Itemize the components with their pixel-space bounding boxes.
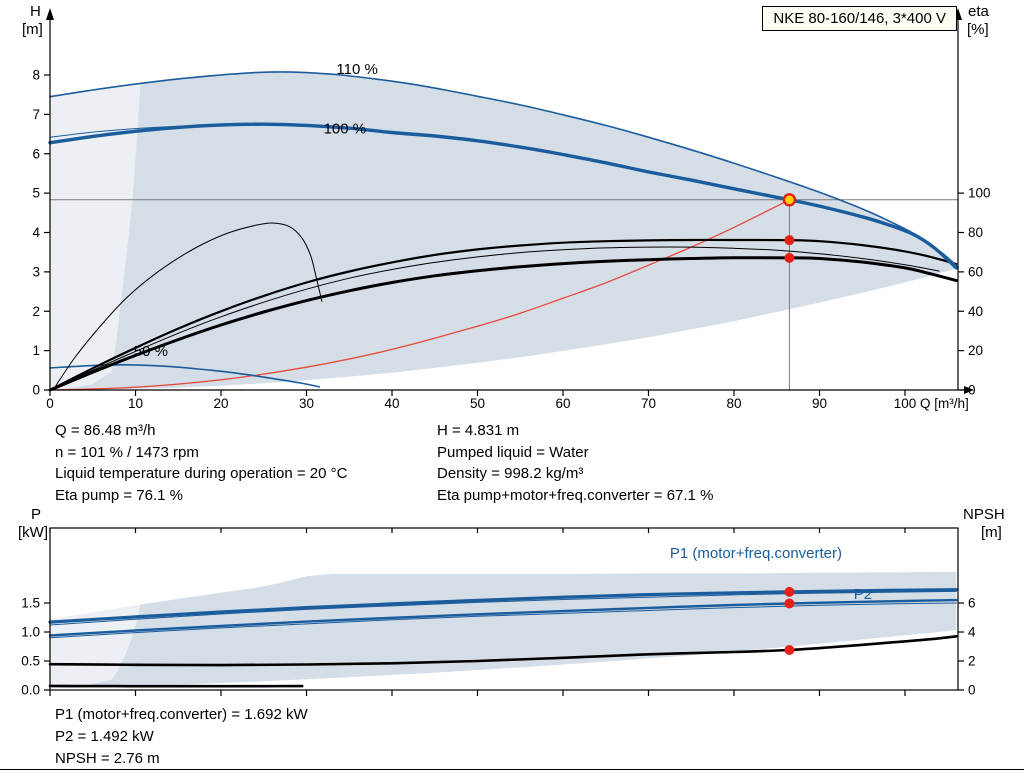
- x-tick-label: 20: [213, 396, 228, 411]
- axis-title: H: [30, 3, 41, 20]
- flow-value-line: Q = 86.48 m³/h: [55, 422, 156, 439]
- axis-title: [kW]: [18, 524, 48, 541]
- p2-value-line: P2 = 1.492 kW: [55, 728, 154, 745]
- eta-pump-thin-curve: [49, 246, 940, 391]
- p1-thin-curve: [49, 590, 957, 626]
- eta-curve-reduced-speed: [53, 222, 323, 389]
- y-tick-label-left: 0: [32, 383, 40, 398]
- duty-point-marker: [782, 193, 797, 207]
- pump-title-box: NKE 80-160/146, 3*400 V: [762, 6, 957, 31]
- axis-title: eta: [968, 3, 990, 20]
- bottom-divider: [0, 769, 1024, 770]
- y-tick-label-left: 6: [32, 146, 40, 161]
- npsh-value-line: NPSH = 2.76 m: [55, 750, 160, 767]
- npsh-dot: [784, 644, 795, 655]
- label-p2: P2: [854, 586, 872, 603]
- y-tick-label-left: 1: [32, 343, 40, 358]
- axis-title: [m]: [981, 524, 1002, 541]
- power-data-block: P1 (motor+freq.converter) = 1.692 kW P2 …: [55, 704, 308, 770]
- speed-value-line: n = 101 % / 1473 rpm: [55, 443, 199, 461]
- left-axis-arrow-icon: [46, 8, 54, 20]
- y-tick-label-right: 60: [968, 264, 983, 279]
- p2-curve: [48, 598, 958, 637]
- y-tick-label-left: 5: [32, 186, 40, 201]
- x-axis-title: Q [m³/h]: [920, 396, 969, 411]
- p2-dot: [784, 598, 795, 609]
- density-line: Density = 998.2 kg/m³: [437, 465, 584, 482]
- qh-chart: 0 10 20 30 40 50 60 70 80 90 100012345678020406080…: [22, 3, 991, 411]
- eta-total-line: Eta pump+motor+freq.converter = 67.1 %: [437, 486, 714, 504]
- x-tick-label: 60: [555, 396, 570, 411]
- x-tick-label: 40: [384, 396, 399, 411]
- speed-curve-101: [48, 122, 958, 270]
- x-tick-label: 10: [128, 396, 143, 411]
- y-tick-label-right: 100: [968, 186, 991, 201]
- power-envelope: [50, 571, 957, 689]
- y-tick-label-left: 0.0: [21, 683, 40, 698]
- y-tick-label-right: 4: [968, 624, 976, 639]
- operating-data-left: Q = 86.48 m³/h n = 101 % / 1473 rpm Liqu…: [55, 420, 347, 506]
- envelope-left-light: [50, 82, 141, 391]
- x-tick-label: 80: [726, 396, 741, 411]
- y-tick-label-left: 7: [32, 107, 40, 122]
- liquid-temp-line: Liquid temperature during operation = 20…: [55, 465, 348, 482]
- y-tick-label-right: 2: [968, 653, 976, 668]
- y-tick-label-right: 80: [968, 225, 983, 240]
- y-tick-label-right: 20: [968, 343, 983, 358]
- y-tick-label-right: 0: [968, 683, 976, 698]
- label-p1: P1 (motor+freq.converter): [670, 545, 842, 562]
- p1-curve: [48, 588, 958, 624]
- axis-title: [%]: [967, 21, 989, 38]
- speed-curve-110: [49, 71, 959, 268]
- eta-total-dot: [784, 252, 795, 263]
- axis-title: NPSH: [963, 506, 1005, 523]
- operating-envelope: [50, 71, 958, 391]
- power-chart-frame: [49, 527, 959, 691]
- y-tick-label-right: 6: [968, 595, 976, 610]
- x-axis-arrow-icon: [964, 386, 974, 394]
- y-tick-label-right: 40: [968, 304, 983, 319]
- eta-pump-line: Eta pump = 76.1 %: [55, 486, 183, 504]
- power-envelope-left-light: [50, 604, 141, 689]
- x-tick-label: 30: [299, 396, 314, 411]
- x-tick-label: 70: [641, 396, 656, 411]
- head-value-line: H = 4.831 m: [437, 422, 520, 439]
- x-tick-label: 50: [470, 396, 485, 411]
- pumped-liquid-line: Pumped liquid = Water: [437, 443, 589, 461]
- pump-title: NKE 80-160/146, 3*400 V: [773, 10, 946, 27]
- axis-title: [m]: [22, 21, 43, 38]
- y-tick-label-left: 8: [32, 68, 40, 83]
- x-tick-label: 0: [46, 396, 54, 411]
- eta-pump-curve: [48, 238, 958, 392]
- label-110-pct: 110 %: [336, 61, 377, 78]
- npsh-curve: [48, 635, 958, 667]
- p1-value-line: P1 (motor+freq.converter) = 1.692 kW: [55, 706, 308, 723]
- y-tick-label-left: 0.5: [21, 653, 40, 668]
- y-tick-label-right: 0: [968, 383, 976, 398]
- y-tick-label-left: 2: [32, 304, 40, 319]
- eta-pump-dot: [784, 235, 795, 246]
- operating-data-right: H = 4.831 m Pumped liquid = Water Densit…: [437, 420, 713, 506]
- p1-dot: [784, 586, 795, 597]
- x-tick-label: 100: [894, 396, 917, 411]
- y-tick-label-left: 3: [32, 264, 40, 279]
- axis-title: P: [31, 506, 41, 523]
- p2-thin-curve: [49, 602, 957, 639]
- label-100-pct: 100 %: [324, 120, 367, 137]
- label-50-pct: 50 %: [134, 343, 168, 360]
- power-chart: 0.0 0.5 1.0 1.5 0 2 4 6 P1 (motor+freq.converter…: [18, 506, 1005, 698]
- y-tick-label-left: 4: [32, 225, 40, 240]
- y-tick-label-left: 1.5: [21, 595, 40, 610]
- x-tick-label: 90: [812, 396, 827, 411]
- system-curve: [49, 199, 791, 391]
- eta-total-curve: [48, 256, 958, 392]
- y-tick-label-left: 1.0: [21, 624, 40, 639]
